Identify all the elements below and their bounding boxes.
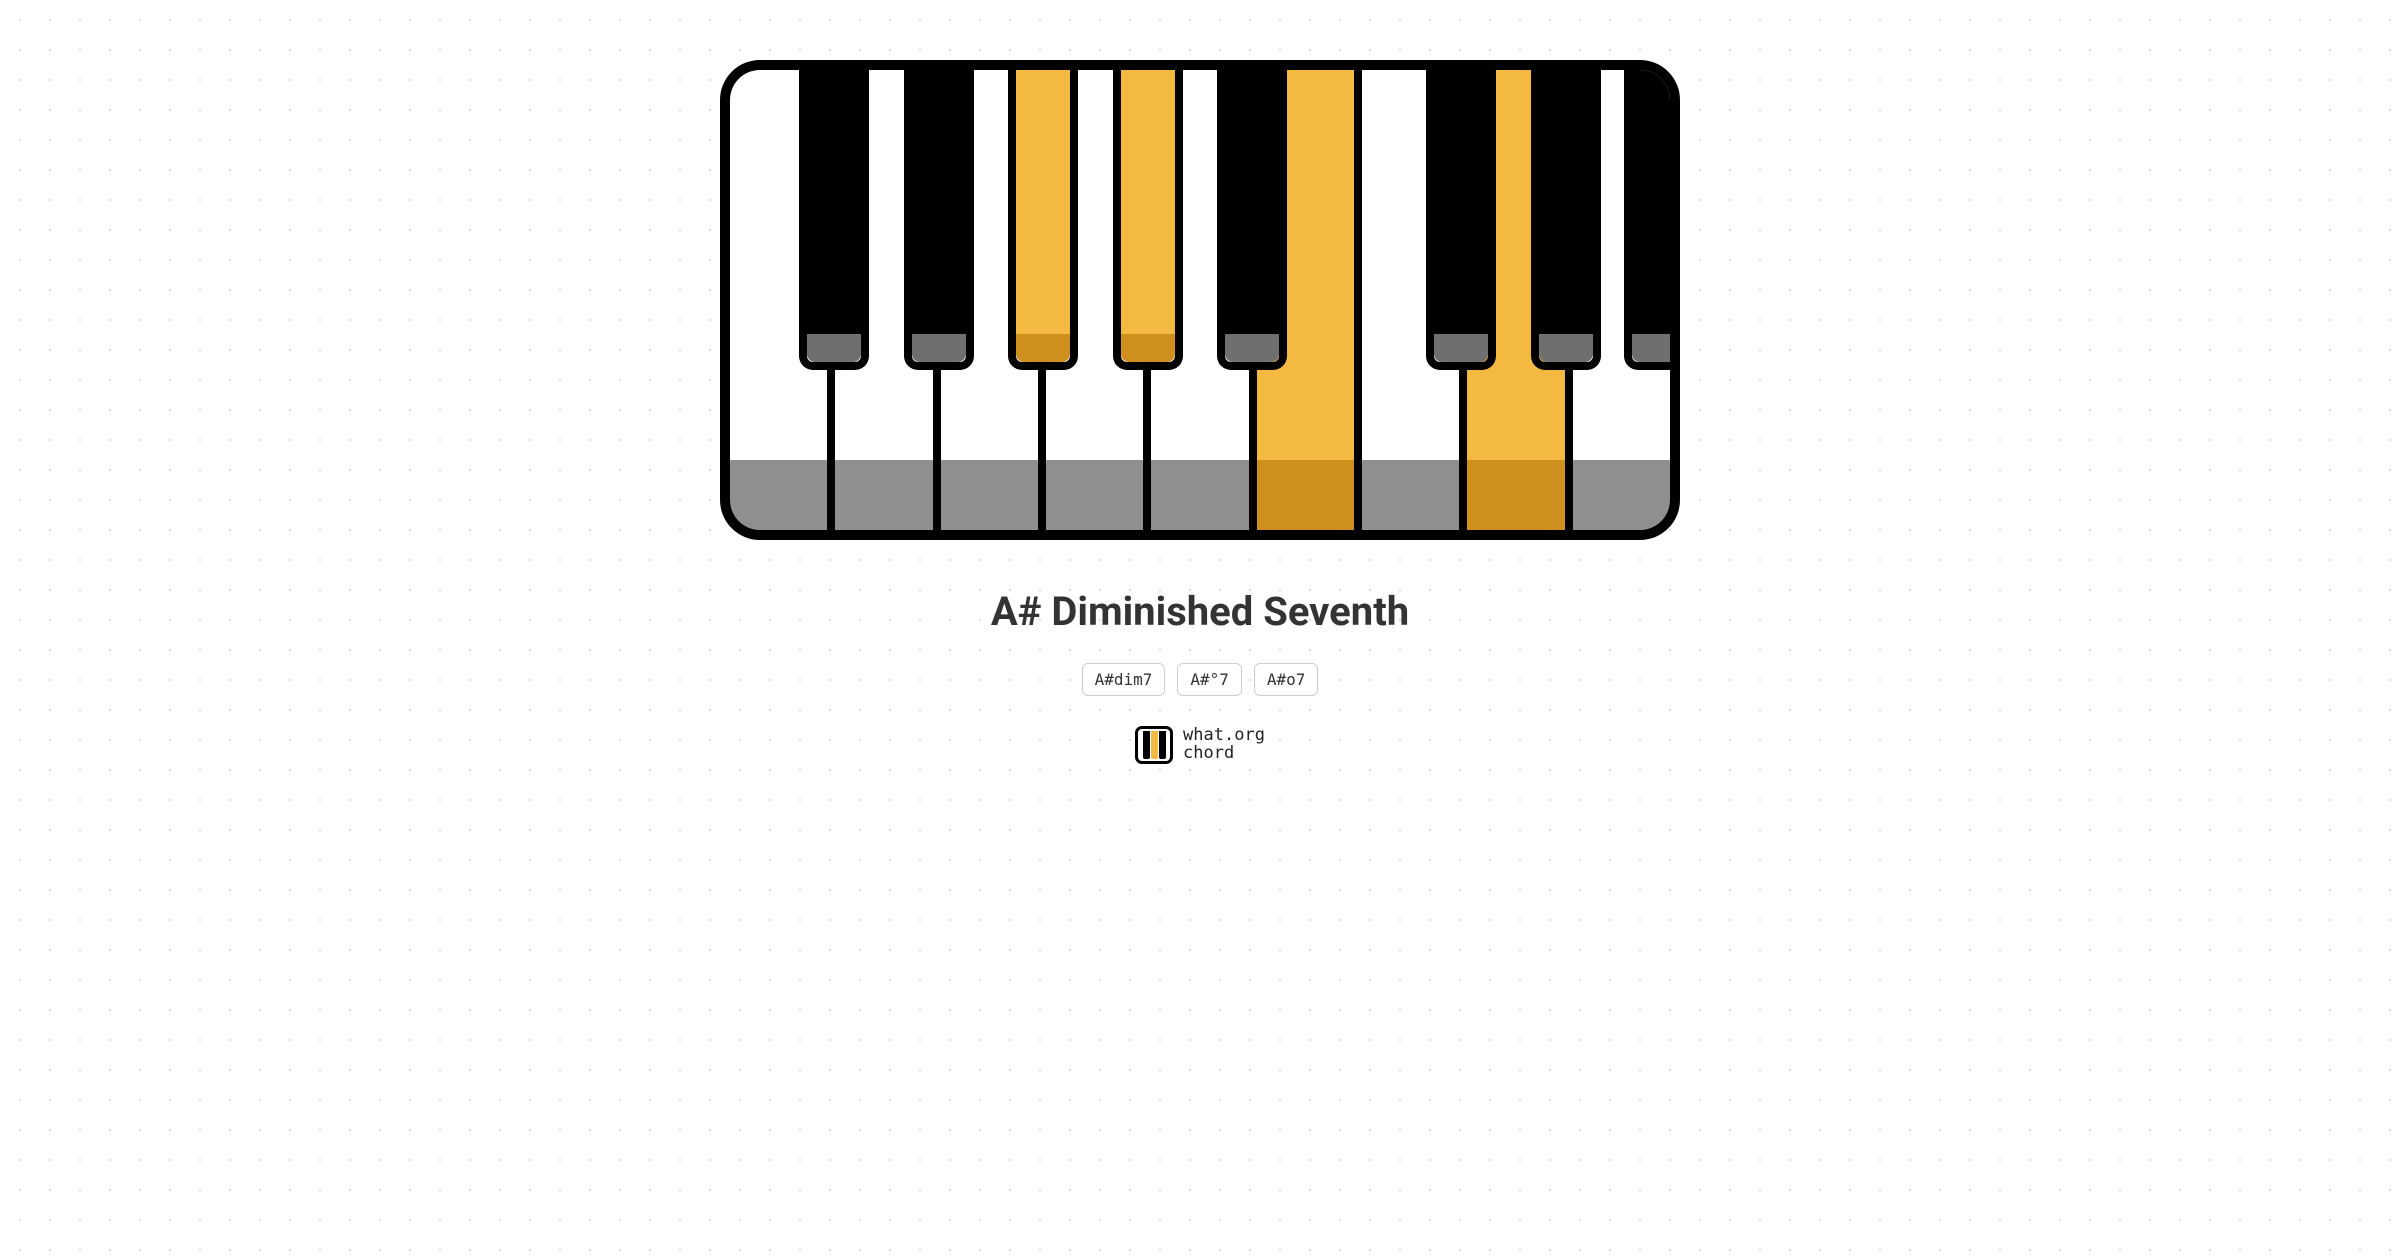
logo-mini-key (1159, 731, 1166, 759)
black-key[interactable] (1624, 70, 1680, 370)
black-key[interactable] (904, 70, 974, 370)
chord-alias-row: A#dim7 A#°7 A#o7 (1082, 663, 1319, 696)
logo-icon (1135, 726, 1173, 764)
chord-alias-chip: A#°7 (1177, 663, 1242, 696)
white-keys-row (730, 70, 1670, 530)
black-key[interactable] (799, 70, 869, 370)
chord-alias-chip: A#dim7 (1082, 663, 1166, 696)
logo-mini-key (1151, 731, 1158, 759)
site-logo: what.org chord (1135, 726, 1265, 764)
chord-alias-chip: A#o7 (1254, 663, 1319, 696)
logo-text: what.org chord (1183, 727, 1265, 763)
black-key[interactable] (1217, 70, 1287, 370)
logo-mini-key (1143, 731, 1150, 759)
logo-line-2: chord (1183, 745, 1265, 763)
black-key[interactable] (1531, 70, 1601, 370)
chord-title: A# Diminished Seventh (991, 588, 1409, 635)
piano-keyboard (720, 60, 1680, 540)
black-key[interactable] (1008, 70, 1078, 370)
black-key[interactable] (1113, 70, 1183, 370)
black-key[interactable] (1426, 70, 1496, 370)
